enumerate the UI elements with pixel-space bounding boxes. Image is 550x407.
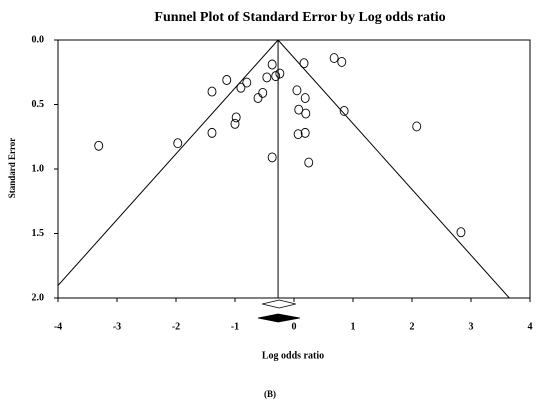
study-point xyxy=(253,93,263,104)
study-point xyxy=(267,152,277,163)
y-axis-label: Standard Error xyxy=(7,138,17,199)
study-point xyxy=(275,68,285,79)
x-tick-label: -4 xyxy=(54,321,62,332)
study-point xyxy=(94,140,104,151)
y-tick-label: 2.0 xyxy=(32,292,45,303)
study-point xyxy=(230,118,240,129)
study-point xyxy=(262,72,272,83)
x-tick-label: 2 xyxy=(410,321,415,332)
study-point xyxy=(412,121,422,132)
study-point xyxy=(456,227,466,238)
x-tick-label: 1 xyxy=(351,321,356,332)
study-point xyxy=(293,129,303,140)
study-point xyxy=(207,86,217,97)
study-point xyxy=(301,108,311,119)
study-point xyxy=(242,77,252,88)
study-point xyxy=(267,59,277,70)
funnel xyxy=(58,40,510,298)
study-point xyxy=(236,82,246,93)
y-tick-label: 1.0 xyxy=(32,163,45,174)
y-tick-label: 0.0 xyxy=(32,34,45,45)
study-point xyxy=(339,105,349,116)
study-point xyxy=(304,157,314,168)
summary-diamond xyxy=(262,299,296,309)
study-point xyxy=(300,93,310,104)
chart-title: Funnel Plot of Standard Error by Log odd… xyxy=(154,10,445,25)
x-tick-label: -2 xyxy=(172,321,180,332)
study-point xyxy=(173,138,183,149)
study-point xyxy=(300,127,310,138)
study-point xyxy=(207,127,217,138)
study-point xyxy=(299,58,309,69)
x-tick-label: -3 xyxy=(113,321,121,332)
study-point xyxy=(294,104,304,115)
x-tick-label: 0 xyxy=(292,321,297,332)
x-tick-label: 3 xyxy=(469,321,474,332)
caption: (B) xyxy=(264,389,276,399)
funnel-left-line xyxy=(58,40,279,287)
study-point xyxy=(271,71,281,82)
x-tick-label: 4 xyxy=(528,321,533,332)
summary-diamond xyxy=(257,313,300,323)
study-point xyxy=(292,85,302,96)
funnel-right-line xyxy=(277,40,510,298)
x-axis-label: Log odds ratio xyxy=(262,350,324,361)
y-tick-label: 0.5 xyxy=(32,99,45,110)
x-tick-label: -1 xyxy=(231,321,239,332)
study-point xyxy=(231,112,241,123)
y-tick-label: 1.5 xyxy=(32,228,45,239)
study-point xyxy=(222,75,232,85)
study-point xyxy=(258,87,268,98)
plot-frame xyxy=(57,39,531,299)
study-point xyxy=(329,53,339,64)
study-point xyxy=(337,56,347,67)
